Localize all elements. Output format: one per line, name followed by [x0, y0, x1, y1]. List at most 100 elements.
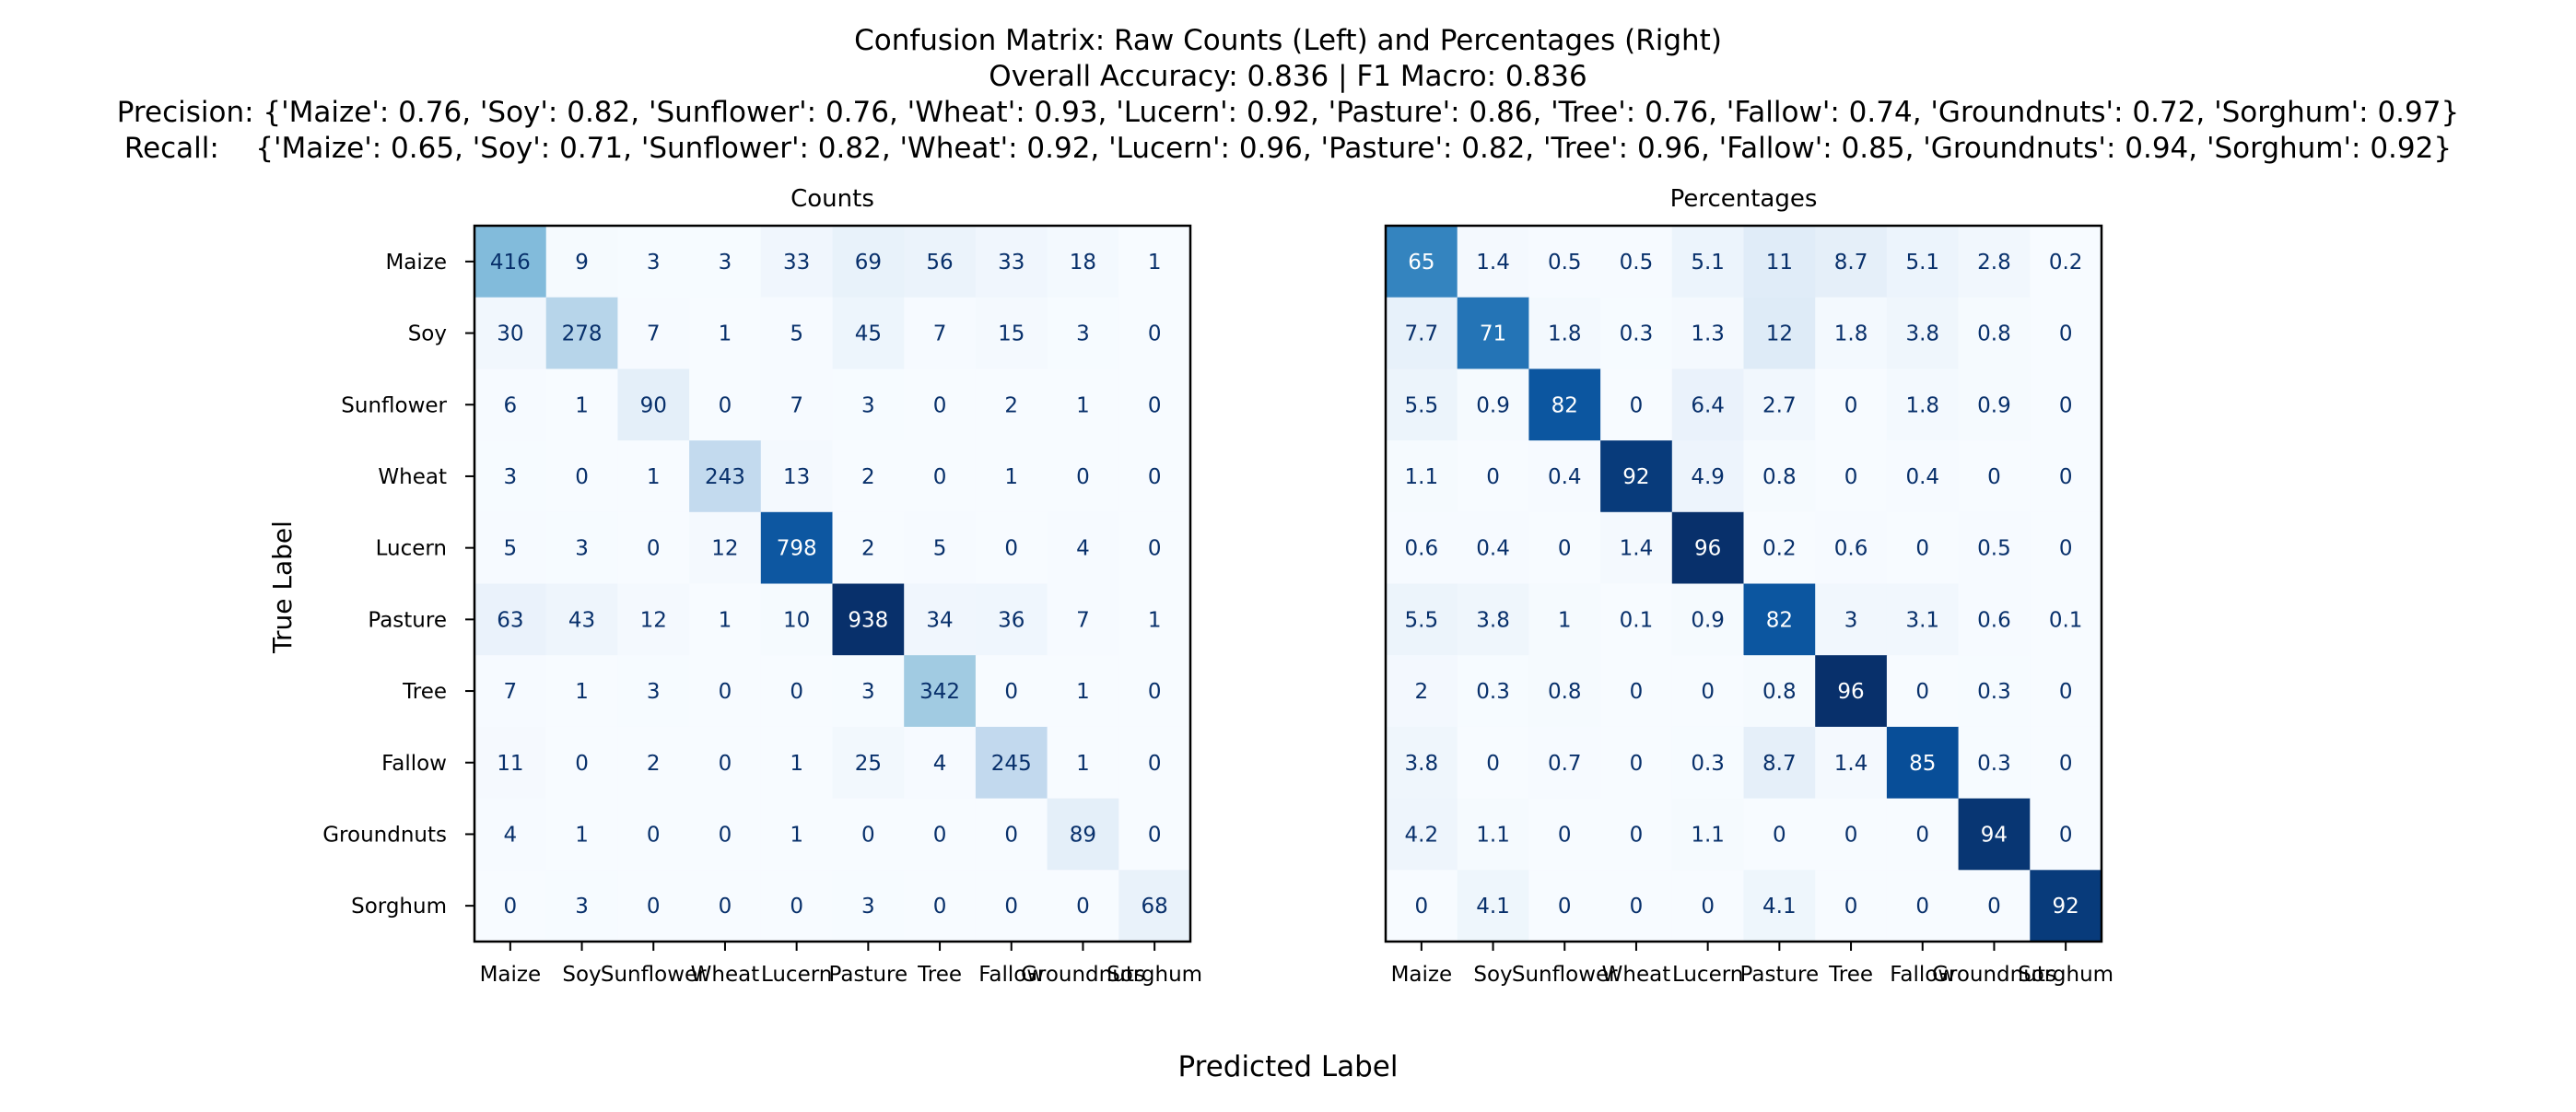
percent-cell-value: 0	[1915, 895, 1929, 919]
counts-x-tick-label-lucern: Lucern	[761, 963, 832, 987]
percent-cell-maize-maize	[1386, 226, 1458, 298]
percent-cell-value: 8.7	[1762, 752, 1797, 776]
counts-cell-sunflower-groundnuts	[1047, 369, 1119, 441]
percent-cell-maize-sunflower	[1528, 226, 1601, 298]
percent-cell-value: 92	[2053, 895, 2079, 919]
percent-cell-value: 0	[1844, 823, 1858, 847]
percent-cell-tree-tree	[1815, 655, 1888, 728]
counts-cell-fallow-wheat	[689, 726, 762, 800]
counts-cell-value: 416	[490, 251, 531, 275]
counts-cell-value: 1	[647, 465, 661, 489]
percent-cell-value: 0	[1701, 680, 1715, 704]
counts-cell-tree-wheat	[689, 655, 762, 728]
counts-cell-value: 25	[855, 752, 882, 776]
counts-cell-maize-sunflower	[617, 226, 690, 298]
counts-cell-value: 0	[1076, 465, 1090, 489]
counts-cell-value: 0	[719, 752, 732, 776]
percent-cell-groundnuts-soy	[1457, 798, 1529, 871]
counts-cell-value: 0	[1004, 680, 1018, 704]
counts-cell-value: 0	[647, 537, 661, 561]
counts-cell-sunflower-fallow	[975, 369, 1048, 441]
counts-cell-value: 89	[1070, 823, 1096, 847]
counts-cell-sorghum-fallow	[975, 870, 1048, 942]
counts-cell-wheat-lucern	[760, 440, 833, 513]
percent-cell-value: 1.4	[1620, 537, 1654, 561]
percent-cell-value: 0.8	[1762, 465, 1797, 489]
counts-cell-value: 33	[783, 251, 810, 275]
percent-cell-wheat-soy	[1457, 440, 1529, 513]
counts-cell-value: 0	[790, 895, 803, 919]
percent-x-tick-label-groundnuts: Groundnuts	[1932, 963, 2056, 987]
counts-y-tick-label-maize: Maize	[385, 251, 447, 275]
counts-cell-value: 1	[1076, 393, 1090, 417]
percent-cell-value: 0	[1987, 465, 2001, 489]
counts-cell-lucern-groundnuts	[1047, 511, 1119, 584]
counts-cell-value: 1	[1076, 680, 1090, 704]
percentages-heatmap-panel: Percentages 65 1.4 0.5 0.5 5.1 11 8.7 5.1 2.8 0.2 7…	[1384, 185, 2113, 987]
percent-cell-value: 0.8	[1762, 680, 1797, 704]
counts-cell-groundnuts-wheat	[689, 798, 762, 871]
percent-cell-sunflower-sunflower	[1528, 369, 1601, 441]
percent-cell-value: 1.8	[1548, 322, 1582, 346]
percent-cell-value: 0.6	[1834, 537, 1868, 561]
percent-cell-value: 0.6	[1977, 608, 2011, 632]
counts-cell-value: 7	[933, 322, 947, 346]
percent-cell-value: 0.4	[1548, 465, 1582, 489]
percent-cell-value: 0	[1558, 895, 1572, 919]
counts-cell-value: 938	[848, 608, 888, 632]
counts-cell-value: 1	[575, 823, 589, 847]
counts-cell-soy-lucern	[760, 297, 833, 369]
percent-x-tick-label-soy: Soy	[1473, 963, 1512, 987]
counts-cell-wheat-sorghum	[1118, 440, 1191, 513]
counts-cell-value: 0	[1148, 752, 1162, 776]
counts-cell-lucern-fallow	[975, 511, 1048, 584]
percent-cell-value: 0.2	[1762, 537, 1797, 561]
percent-cell-value: 92	[1622, 465, 1649, 489]
counts-cell-sunflower-lucern	[760, 369, 833, 441]
counts-cell-value: 3	[575, 537, 589, 561]
counts-cell-value: 13	[783, 465, 810, 489]
counts-cell-wheat-maize	[474, 440, 547, 513]
counts-cell-tree-lucern	[760, 655, 833, 728]
percent-cell-value: 0	[1915, 680, 1929, 704]
counts-cell-value: 1	[1148, 251, 1162, 275]
percent-panel-title: Percentages	[1670, 185, 1818, 213]
counts-cell-value: 56	[926, 251, 953, 275]
counts-cell-lucern-wheat	[689, 511, 762, 584]
percent-cell-value: 0.3	[1476, 680, 1510, 704]
percent-cell-tree-lucern	[1671, 655, 1744, 728]
title-line-4: Recall: {'Maize': 0.65, 'Soy': 0.71, 'Su…	[124, 132, 2452, 165]
percent-cell-value: 0	[1701, 895, 1715, 919]
counts-x-tick-label-sunflower: Sunflower	[601, 963, 707, 987]
percent-cell-lucern-fallow	[1886, 511, 1960, 584]
percent-cell-sorghum-sunflower	[1528, 870, 1601, 942]
percent-cell-value: 1.8	[1905, 393, 1939, 417]
percent-cell-wheat-tree	[1815, 440, 1888, 513]
percent-cell-sorghum-maize	[1386, 870, 1458, 942]
counts-cell-value: 34	[926, 608, 953, 632]
percent-cell-soy-tree	[1815, 297, 1888, 369]
percent-cell-value: 0	[1844, 895, 1858, 919]
percent-cell-tree-groundnuts	[1958, 655, 2031, 728]
percent-cell-pasture-sunflower	[1528, 583, 1601, 656]
percent-cell-value: 5.5	[1405, 608, 1439, 632]
percent-cell-value: 1.4	[1834, 752, 1868, 776]
counts-cell-value: 0	[1148, 537, 1162, 561]
counts-cell-fallow-maize	[474, 726, 547, 800]
percent-cell-sorghum-tree	[1815, 870, 1888, 942]
counts-cell-value: 6	[504, 393, 518, 417]
counts-cell-value: 15	[998, 322, 1025, 346]
percent-cell-sorghum-wheat	[1600, 870, 1673, 942]
percent-cell-value: 7.7	[1405, 322, 1439, 346]
counts-cell-value: 33	[998, 251, 1025, 275]
percent-cell-value: 0	[2059, 680, 2073, 704]
percent-cell-value: 0.3	[1620, 322, 1654, 346]
percent-cell-maize-pasture	[1743, 226, 1816, 298]
percent-cell-value: 1.8	[1834, 322, 1868, 346]
counts-cell-value: 2	[861, 537, 875, 561]
counts-x-tick-label-wheat: Wheat	[691, 963, 760, 987]
percent-cell-pasture-groundnuts	[1958, 583, 2031, 656]
counts-x-tick-label-sorghum: Sorghum	[1107, 963, 1202, 987]
